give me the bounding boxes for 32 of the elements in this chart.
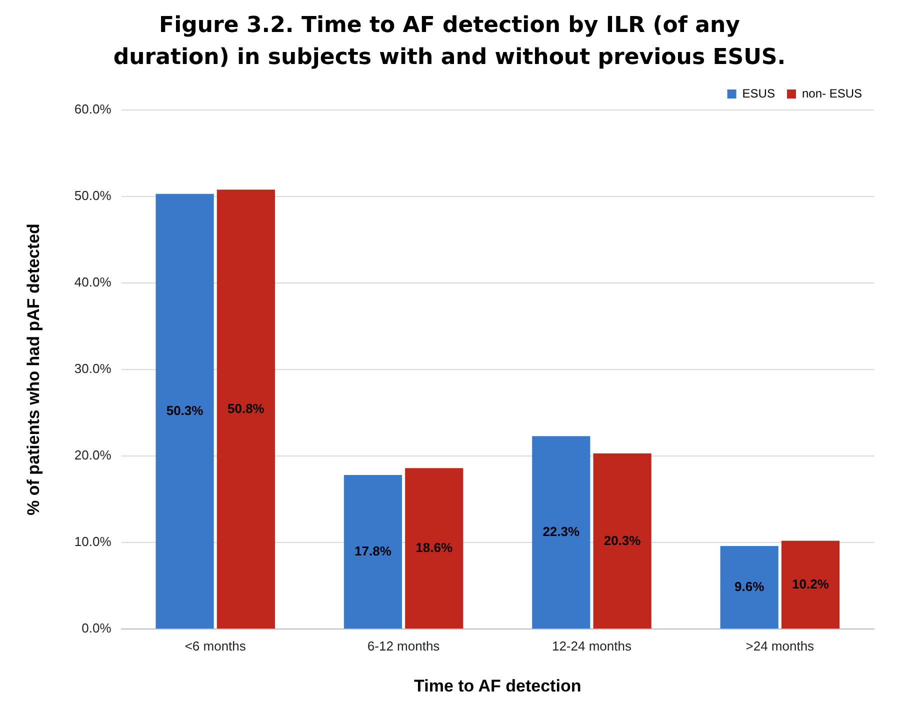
bar — [405, 468, 464, 628]
y-tick-label: 10.0% — [74, 534, 112, 550]
bar — [532, 436, 590, 628]
y-tick-label: 40.0% — [74, 274, 112, 290]
data-label: 20.3% — [604, 532, 642, 548]
x-tick-label: 6-12 months — [367, 638, 440, 654]
x-tick-label: <6 months — [184, 638, 246, 654]
chart-title: Figure 3.2. Time to AF detection by ILR (of any duration) in subjects with and without previous ESUS. — [112, 12, 787, 72]
legend-label: non- ESUS — [802, 86, 862, 100]
bar — [593, 453, 652, 628]
data-label: 9.6% — [734, 579, 765, 594]
legend-label: ESUS — [742, 86, 775, 100]
data-label: 18.6% — [416, 540, 453, 556]
data-label: 50.8% — [227, 400, 265, 416]
y-tick-label: 0.0% — [82, 620, 112, 636]
y-tick-label: 30.0% — [74, 361, 112, 376]
x-tick-label: 12-24 months — [552, 638, 632, 654]
y-tick-label: 50.0% — [74, 188, 112, 204]
bar — [216, 190, 275, 628]
data-label: 22.3% — [542, 524, 580, 540]
y-axis-title: % of patients who had pAF detected — [24, 224, 43, 516]
y-tick-label: 60.0% — [74, 102, 112, 117]
x-axis-title: Time to AF detection — [414, 676, 582, 696]
x-tick-label: >24 months — [746, 638, 815, 654]
bar — [344, 475, 402, 628]
bar — [781, 540, 840, 628]
bar — [720, 546, 778, 628]
data-label: 10.2% — [792, 576, 830, 592]
bar — [156, 194, 214, 628]
y-tick-label: 20.0% — [74, 448, 112, 463]
data-label: 50.3% — [166, 403, 204, 418]
data-label: 17.8% — [354, 544, 392, 559]
